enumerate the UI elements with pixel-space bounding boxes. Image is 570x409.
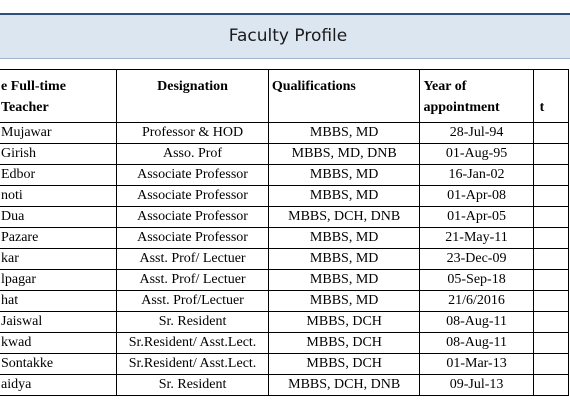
table-row: Edbor Associate Professor MBBS, MD 16-Jan-0… (0, 164, 570, 186)
cell: Sontakke (0, 353, 118, 375)
table-row: Sontakke Sr.Resident/ Asst.Lect. MBBS, DCH… (0, 353, 570, 375)
cell: 01-Aug-95 (419, 143, 534, 165)
cell: 05-Sep-18 (419, 269, 534, 291)
cell: Asst. Prof/ Lectuer (116, 269, 269, 291)
cell: Asso. Prof (116, 143, 269, 165)
table-row: Pazare Associate Professor MBBS, MD 21-May-… (0, 227, 570, 249)
cell: MBBS, DCH (267, 332, 421, 354)
cell: Edbor (0, 164, 118, 186)
cell: MBBS, DCH (267, 353, 421, 375)
cell: Sr. Resident (116, 311, 269, 333)
cell: MBBS, MD (267, 185, 421, 207)
cell: 01-Apr-05 (419, 206, 534, 228)
cell: hat (0, 290, 118, 312)
cell: 28-Jul-94 (419, 122, 534, 144)
cell-empty (532, 374, 570, 396)
cell: Associate Professor (116, 227, 269, 249)
cell: Asst. Prof/ Lectuer (116, 248, 269, 270)
column-header: Year of appointment (419, 69, 534, 123)
cell: Pazare (0, 227, 118, 249)
cell: MBBS, MD, DNB (267, 143, 421, 165)
cell: Associate Professor (116, 185, 269, 207)
title: Faculty Profile (228, 26, 348, 46)
title-bar (0, 13, 570, 59)
cell: Associate Professor (116, 164, 269, 186)
table-row: Mujawar Professor & HOD MBBS, MD 28-Jul-94 (0, 122, 570, 144)
cell: 23-Dec-09 (419, 248, 534, 270)
cell-empty (532, 143, 570, 165)
cell: MBBS, MD (267, 269, 421, 291)
cell: kar (0, 248, 118, 270)
cell: MBBS, MD (267, 122, 421, 144)
cell-empty (532, 353, 570, 375)
cell: noti (0, 185, 118, 207)
cell: Professor & HOD (116, 122, 269, 144)
cell-empty (532, 311, 570, 333)
header-row: e Full-time Teacher Designation Qualificat… (0, 69, 570, 123)
cell: aidya (0, 374, 118, 396)
cell: Sr. Resident (116, 374, 269, 396)
cell: kwad (0, 332, 118, 354)
column-header: t (532, 69, 570, 123)
cell: 01-Apr-08 (419, 185, 534, 207)
cell-empty (532, 290, 570, 312)
cell: MBBS, MD (267, 290, 421, 312)
table-row: hat Asst. Prof/Lectuer MBBS, MD 21/6/2016 (0, 290, 570, 312)
cell: 08-Aug-11 (419, 311, 534, 333)
cell: 16-Jan-02 (419, 164, 534, 186)
cell: MBBS, MD (267, 164, 421, 186)
cell: Sr.Resident/ Asst.Lect. (116, 353, 269, 375)
cell: Mujawar (0, 122, 118, 144)
cell: Girish (0, 143, 118, 165)
table-row: noti Associate Professor MBBS, MD 01-Apr-08 (0, 185, 570, 207)
cell: 01-Mar-13 (419, 353, 534, 375)
cell-empty (532, 185, 570, 207)
cell: 08-Aug-11 (419, 332, 534, 354)
cell: MBBS, DCH, DNB (267, 206, 421, 228)
column-header: Designation (116, 69, 269, 123)
table-row: kar Asst. Prof/ Lectuer MBBS, MD 23-Dec-09 (0, 248, 570, 270)
cell: Asst. Prof/Lectuer (116, 290, 269, 312)
cell: MBBS, DCH, DNB (267, 374, 421, 396)
cell: 09-Jul-13 (419, 374, 534, 396)
cell-empty (532, 269, 570, 291)
cell: 21/6/2016 (419, 290, 534, 312)
cell-empty (532, 122, 570, 144)
column-header: e Full-time Teacher (0, 69, 118, 123)
cell: MBBS, MD (267, 227, 421, 249)
cell-empty (532, 164, 570, 186)
faculty-table: e Full-time Teacher Designation Qualificat… (0, 69, 570, 396)
cell-empty (532, 227, 570, 249)
cell: Associate Professor (116, 206, 269, 228)
cell: MBBS, MD (267, 248, 421, 270)
cell-empty (532, 206, 570, 228)
column-header: Qualifications (267, 69, 421, 123)
cell: MBBS, DCH (267, 311, 421, 333)
cell-empty (532, 332, 570, 354)
table-row: Girish Asso. Prof MBBS, MD, DNB 01-Aug-95 (0, 143, 570, 165)
table-row: kwad Sr.Resident/ Asst.Lect. MBBS, DCH 08-A… (0, 332, 570, 354)
cell: lpagar (0, 269, 118, 291)
cell: Dua (0, 206, 118, 228)
cell: Jaiswal (0, 311, 118, 333)
table-row: aidya Sr. Resident MBBS, DCH, DNB 09-Jul-13 (0, 374, 570, 396)
table-row: Jaiswal Sr. Resident MBBS, DCH 08-Aug-11 (0, 311, 570, 333)
cell: 21-May-11 (419, 227, 534, 249)
table-row: lpagar Asst. Prof/ Lectuer MBBS, MD 05-Sep-… (0, 269, 570, 291)
cell: Sr.Resident/ Asst.Lect. (116, 332, 269, 354)
cell-empty (532, 248, 570, 270)
table-row: Dua Associate Professor MBBS, DCH, DNB 01-A… (0, 206, 570, 228)
